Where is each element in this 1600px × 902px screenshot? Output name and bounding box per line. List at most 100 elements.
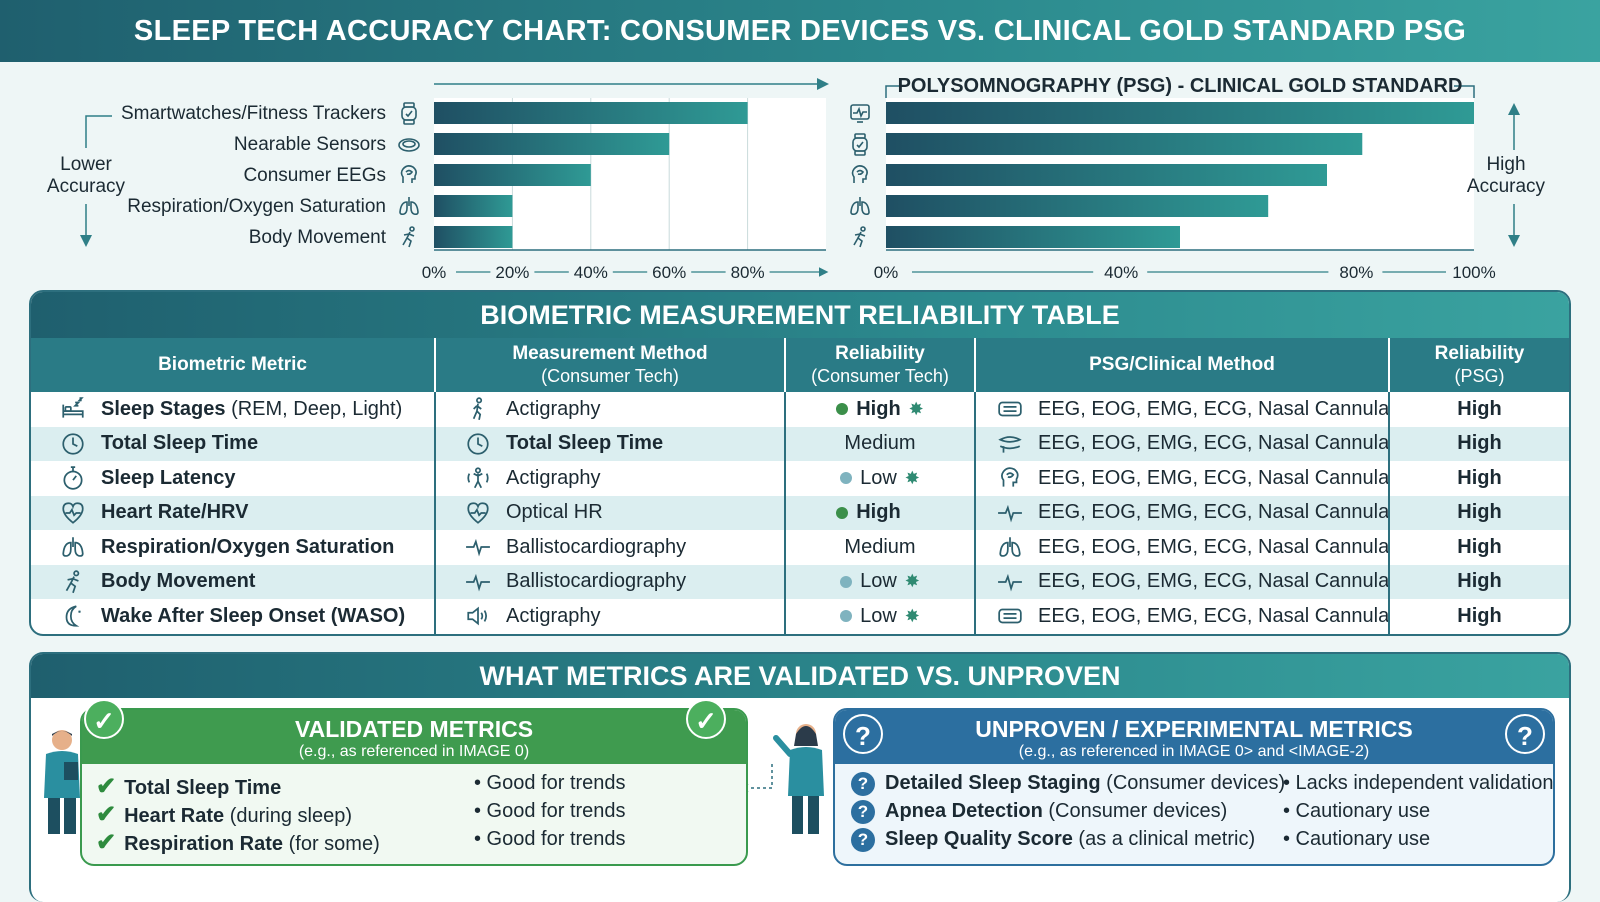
table-header: Reliability (PSG) xyxy=(1389,338,1569,392)
pulse-icon xyxy=(998,573,1022,592)
right-bar xyxy=(886,195,1269,217)
right-tick-label: 80% xyxy=(1339,263,1373,282)
method-name: Total Sleep Time xyxy=(506,432,664,455)
reliability-cell: High✸ xyxy=(785,495,976,530)
psg-method: EEG, EOG, EMG, ECG, Nasal Cannula xyxy=(1038,432,1389,455)
unproven-subtitle: (e.g., as referenced in IMAGE 0> and <IM… xyxy=(1018,743,1370,760)
table-header: Measurement Method (Consumer Tech) xyxy=(435,338,786,392)
reliability-value: Low xyxy=(860,466,897,489)
psg-reliability-value: High xyxy=(1457,397,1502,420)
table-row: Heart Rate/HRV Optical HR High✸ EEG, EOG, E… xyxy=(31,495,1569,530)
method-name: Ballistocardiography xyxy=(506,535,687,558)
psg-method: EEG, EOG, EMG, ECG, Nasal Cannula xyxy=(1038,466,1389,489)
metric-name: Total Sleep Time xyxy=(101,432,259,455)
right-tick-label: 40% xyxy=(1104,263,1138,282)
runner-icon xyxy=(65,570,80,593)
reliability-value: Low xyxy=(860,604,897,627)
reliability-table: Biometric Metric Measurement Method (Consu… xyxy=(31,338,1569,634)
method-name: Ballistocardiography xyxy=(506,570,687,593)
method-name: Actigraphy xyxy=(506,466,601,489)
clock-icon xyxy=(467,433,489,455)
question-badge-left-icon: ? xyxy=(843,714,883,754)
reliability-dot-icon xyxy=(840,472,853,485)
table-row: Body Movement Ballistocardiography Low ✸ EEG… xyxy=(31,564,1569,599)
method-cell: Ballistocardiography xyxy=(435,564,786,599)
stopwatch-icon xyxy=(63,466,83,490)
reliability-cell: Low ✸ xyxy=(785,461,976,496)
psg-method: EEG, EOG, EMG, ECG, Nasal Cannula xyxy=(1038,501,1389,524)
question-icon: ? xyxy=(851,772,875,796)
question-icon: ? xyxy=(851,828,875,852)
runner-icon xyxy=(402,226,415,248)
metric-list-item: ? Detailed Sleep Staging (Consumer device… xyxy=(851,772,1285,796)
psg-reliability-cell: High xyxy=(1389,392,1569,427)
reliability-star-icon: ✸ xyxy=(904,571,920,592)
header-main: PSG/Clinical Method xyxy=(1089,354,1275,375)
speaker-icon xyxy=(467,606,487,626)
table-title: BIOMETRIC MEASUREMENT RELIABILITY TABLE xyxy=(31,292,1569,338)
psg-title-bracket xyxy=(885,85,1475,98)
psg-reliability-cell: High xyxy=(1389,461,1569,496)
metric-cell: Respiration/Oxygen Saturation xyxy=(31,530,436,565)
metric-item-note: • Good for trends xyxy=(474,828,626,850)
reliability-cell: Medium xyxy=(785,530,976,565)
question-icon: ? xyxy=(851,800,875,824)
pulse-icon xyxy=(998,504,1022,523)
header-main: Measurement Method xyxy=(512,343,708,364)
reliability-star-icon: ✸ xyxy=(908,398,924,419)
psg-reliability-value: High xyxy=(1457,604,1502,627)
device-icon xyxy=(998,401,1022,417)
reliability-dot-icon xyxy=(836,506,849,519)
psg-reliability-cell: High xyxy=(1389,564,1569,599)
psg-method: EEG, EOG, EMG, ECG, Nasal Cannula xyxy=(1038,570,1389,593)
psg-chart-title: POLYSOMNOGRAPHY (PSG) - CLINICAL GOLD ST… xyxy=(898,75,1463,97)
left-tick-label: 80% xyxy=(731,263,765,282)
method-name: Actigraphy xyxy=(506,604,601,627)
right-bar xyxy=(886,133,1363,155)
left-tick-label: 20% xyxy=(495,263,529,282)
metric-cell: Heart Rate/HRV xyxy=(31,495,436,530)
left-tick-label: 40% xyxy=(574,263,608,282)
left-category-label: Consumer EEGs xyxy=(243,165,386,186)
ring-icon xyxy=(398,138,420,152)
table-header: Biometric Metric xyxy=(31,338,436,392)
metric-name: Sleep Stages xyxy=(101,397,226,420)
charts-svg: Smartwatches/Fitness Trackers Nearable Se… xyxy=(80,75,1520,282)
reliability-value: Medium xyxy=(844,535,916,558)
right-bar xyxy=(886,226,1180,248)
right-bar xyxy=(886,102,1474,124)
metric-name: Wake After Sleep Onset (WASO) xyxy=(101,604,406,627)
reliability-dot-icon xyxy=(836,403,849,416)
lungs-icon xyxy=(62,537,84,558)
reliability-cell: Medium xyxy=(785,426,976,461)
metric-item-note: • Cautionary use xyxy=(1283,800,1431,822)
table-header: Reliability (Consumer Tech) xyxy=(785,338,976,392)
left-bar xyxy=(434,226,513,248)
reliability-cell: Low ✸ xyxy=(785,599,976,634)
metric-name: Body Movement xyxy=(101,570,256,593)
head-icon xyxy=(400,165,417,183)
left-category-label: Smartwatches/Fitness Trackers xyxy=(121,103,386,124)
left-category-label: Nearable Sensors xyxy=(234,134,386,155)
heart-icon xyxy=(62,502,84,524)
reliability-star-icon: ✸ xyxy=(904,467,920,488)
metric-name: Respiration/Oxygen Saturation xyxy=(101,535,395,558)
validated-title: VALIDATED METRICS xyxy=(294,716,534,742)
psg-reliability-value: High xyxy=(1457,535,1502,558)
validated-header: VALIDATED METRICS (e.g., as referenced i… xyxy=(82,710,746,764)
validated-metrics-box: VALIDATED METRICS (e.g., as referenced i… xyxy=(80,708,748,866)
header-main: Reliability xyxy=(835,343,925,364)
motion-icon xyxy=(467,467,489,489)
right-tick-label: 100% xyxy=(1452,263,1495,282)
psg-reliability-cell: High xyxy=(1389,530,1569,565)
validation-title: WHAT METRICS ARE VALIDATED VS. UNPROVEN xyxy=(31,654,1569,698)
reliability-value: High xyxy=(856,397,901,420)
reliability-cell: High ✸ xyxy=(785,392,976,427)
psg-reliability-value: High xyxy=(1457,501,1502,524)
metric-item-extra: (for some) xyxy=(283,833,380,855)
psg-method-cell: EEG, EOG, EMG, ECG, Nasal Cannula xyxy=(975,564,1390,599)
psg-reliability-cell: High xyxy=(1389,426,1569,461)
method-cell: Actigraphy xyxy=(435,392,786,427)
psg-method-cell: EEG, EOG, EMG, ECG, Nasal Cannula xyxy=(975,426,1390,461)
psg-reliability-cell: High xyxy=(1389,495,1569,530)
